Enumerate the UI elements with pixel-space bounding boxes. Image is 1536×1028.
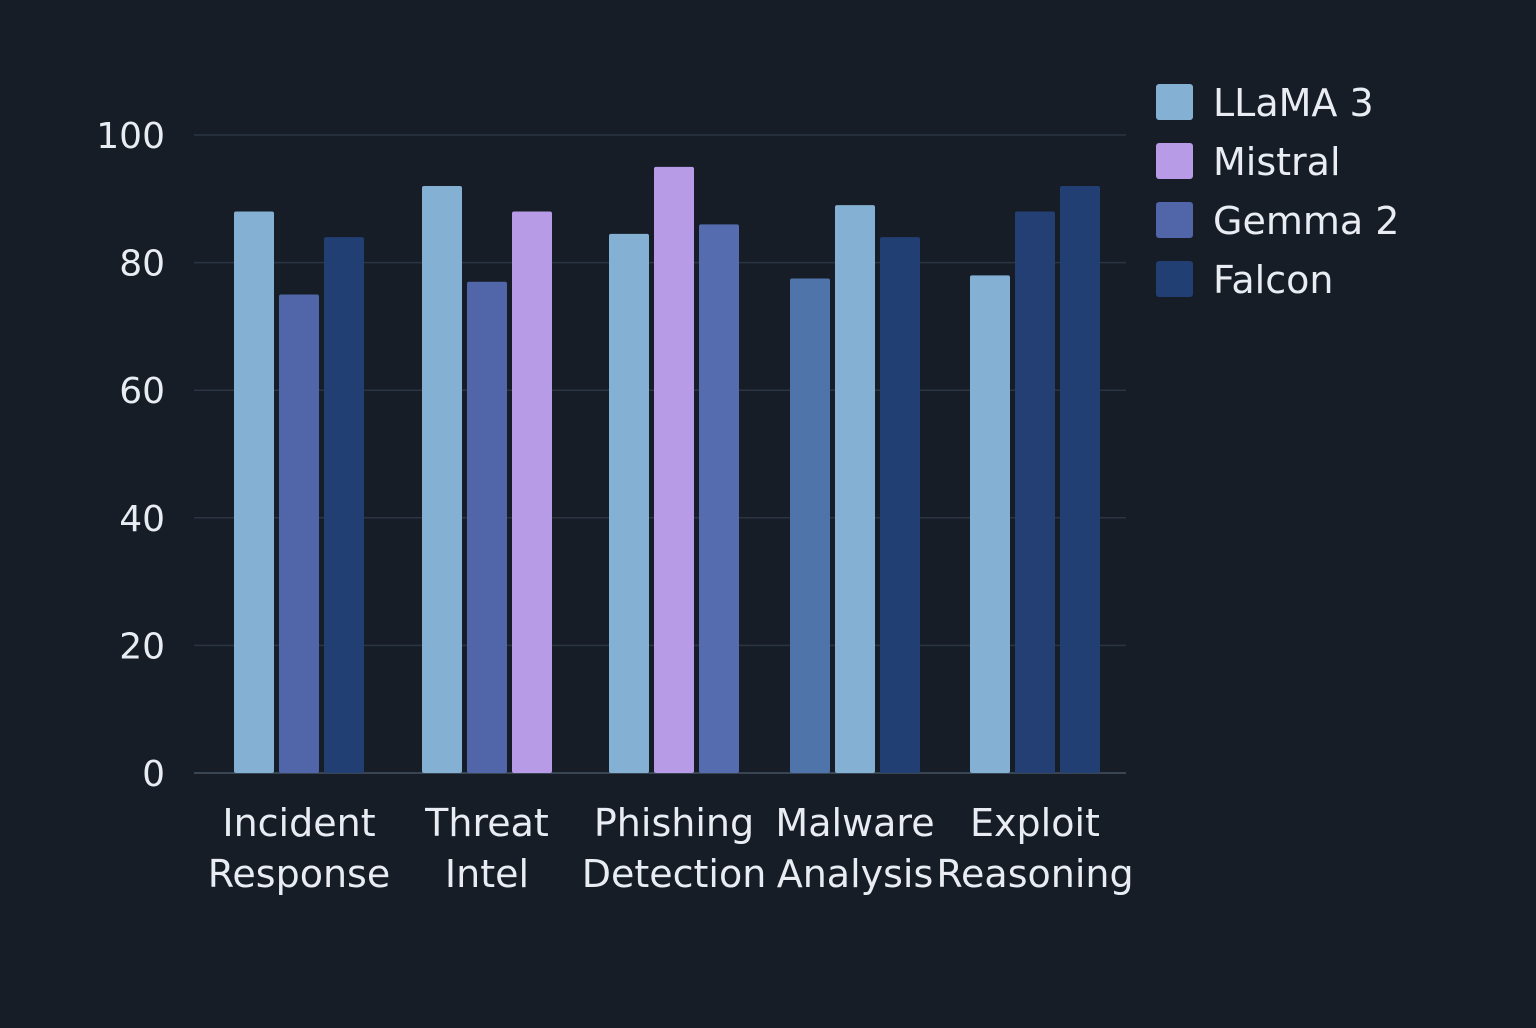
bar <box>512 211 552 773</box>
legend-swatch <box>1156 84 1193 120</box>
x-tick-label: Exploit <box>970 801 1100 845</box>
x-tick-label: Analysis <box>777 852 934 896</box>
bar <box>1060 186 1100 774</box>
bar <box>699 224 739 773</box>
x-tick-label: Response <box>208 852 391 896</box>
x-axis: Incident Response Threat Intel Phishing Detec… <box>208 801 1134 896</box>
x-tick-label: Detection <box>582 852 767 896</box>
legend-swatch <box>1156 202 1193 238</box>
bar <box>234 211 274 773</box>
bar <box>1015 211 1055 773</box>
bar <box>422 186 462 774</box>
bar <box>790 278 830 773</box>
legend-item: Gemma 2 <box>1156 199 1399 243</box>
bar <box>970 275 1010 773</box>
bar <box>835 205 875 773</box>
bar <box>880 237 920 773</box>
x-tick-label: Threat <box>424 801 549 845</box>
legend-label: LLaMA 3 <box>1213 81 1374 125</box>
legend-swatch <box>1156 143 1193 179</box>
x-tick-label: Intel <box>445 852 529 896</box>
legend: LLaMA 3 Mistral Gemma 2 Falcon <box>1156 81 1399 302</box>
bar <box>609 233 649 773</box>
y-tick-label: 0 <box>142 754 165 795</box>
y-tick-label: 100 <box>96 116 165 157</box>
legend-swatch <box>1156 261 1193 297</box>
legend-label: Mistral <box>1213 140 1341 184</box>
bar <box>467 281 507 773</box>
bar <box>324 237 364 773</box>
bar <box>279 294 319 773</box>
bars-layer <box>234 166 1100 774</box>
bar <box>654 166 694 773</box>
legend-item: Falcon <box>1156 258 1333 302</box>
y-tick-label: 20 <box>119 626 165 667</box>
legend-item: LLaMA 3 <box>1156 81 1374 125</box>
y-tick-label: 80 <box>119 244 165 285</box>
legend-label: Gemma 2 <box>1213 199 1399 243</box>
y-tick-label: 40 <box>119 499 165 540</box>
legend-label: Falcon <box>1213 258 1333 302</box>
legend-item: Mistral <box>1156 140 1341 184</box>
x-tick-label: Malware <box>775 801 934 845</box>
x-tick-label: Phishing <box>594 801 754 845</box>
x-tick-label: Reasoning <box>936 852 1133 896</box>
y-axis: 0 20 40 60 80 100 <box>96 116 165 795</box>
x-tick-label: Incident <box>222 801 375 845</box>
y-tick-label: 60 <box>119 371 165 412</box>
